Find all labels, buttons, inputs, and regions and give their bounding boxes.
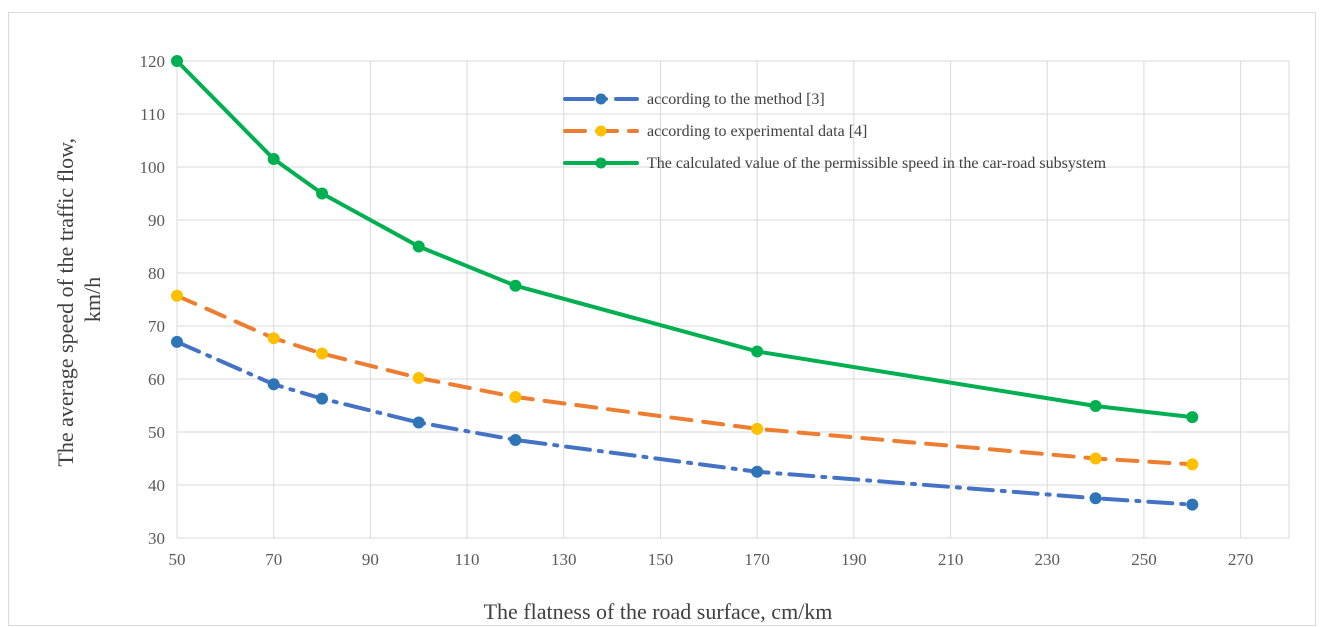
chart-frame: 30 40 50 60 70 80 90 100 110 120 50 70 90 110 130 150 1… bbox=[8, 12, 1316, 626]
x-tick-label: 90 bbox=[362, 550, 379, 569]
data-point bbox=[509, 433, 522, 446]
data-point bbox=[412, 371, 425, 384]
legend-label: according to experimental data [4] bbox=[647, 123, 867, 140]
x-tick-label: 190 bbox=[841, 550, 867, 569]
grid bbox=[176, 60, 1290, 539]
y-axis-title: The average speed of the traffic flow, k… bbox=[53, 132, 105, 466]
legend-item: The calculated value of the permissible … bbox=[563, 155, 1107, 172]
data-point bbox=[1089, 452, 1102, 465]
data-point bbox=[751, 465, 764, 478]
y-tick-label: 120 bbox=[140, 52, 166, 71]
data-point bbox=[751, 422, 764, 435]
x-tick-label: 230 bbox=[1035, 550, 1061, 569]
x-axis-title: The flatness of the road surface, cm/km bbox=[484, 599, 833, 624]
data-point bbox=[171, 289, 183, 302]
y-tick-label: 80 bbox=[148, 264, 165, 283]
legend: according to the method [3] according to … bbox=[563, 91, 1107, 172]
y-tick-label: 30 bbox=[148, 529, 165, 548]
x-tick-label: 130 bbox=[551, 550, 577, 569]
x-tick-label: 50 bbox=[169, 550, 186, 569]
series-line bbox=[175, 293, 1195, 467]
legend-marker bbox=[595, 125, 607, 137]
data-point bbox=[267, 332, 280, 345]
data-point bbox=[171, 335, 183, 348]
data-point bbox=[751, 345, 764, 358]
series-group bbox=[171, 55, 1199, 511]
y-tick-label: 90 bbox=[148, 211, 165, 230]
line-chart: 30 40 50 60 70 80 90 100 110 120 50 70 90 110 130 150 1… bbox=[53, 52, 1290, 624]
data-point bbox=[412, 240, 425, 253]
data-point bbox=[1186, 498, 1199, 511]
y-tick-label: 40 bbox=[148, 476, 165, 495]
y-tick-label: 60 bbox=[148, 370, 165, 389]
data-point bbox=[171, 55, 183, 67]
y-tick-label: 110 bbox=[140, 105, 165, 124]
legend-label: according to the method [3] bbox=[647, 91, 825, 108]
legend-marker bbox=[595, 93, 607, 105]
y-tick-labels: 30 40 50 60 70 80 90 100 110 120 bbox=[140, 52, 166, 548]
x-tick-label: 210 bbox=[938, 550, 964, 569]
data-point bbox=[316, 187, 329, 200]
series-3 bbox=[171, 55, 1199, 424]
data-point bbox=[1089, 492, 1102, 505]
data-point bbox=[412, 416, 425, 429]
x-tick-label: 250 bbox=[1131, 550, 1157, 569]
data-point bbox=[509, 279, 522, 292]
data-point bbox=[316, 347, 329, 360]
data-point bbox=[1186, 411, 1199, 424]
x-tick-label: 270 bbox=[1228, 550, 1254, 569]
legend-item: according to experimental data [4] bbox=[563, 123, 867, 140]
legend-label: The calculated value of the permissible … bbox=[647, 155, 1107, 172]
x-tick-label: 150 bbox=[648, 550, 674, 569]
data-point bbox=[1186, 458, 1199, 471]
series-line bbox=[175, 339, 1195, 507]
series-line bbox=[175, 59, 1195, 420]
series-1 bbox=[171, 335, 1199, 511]
y-tick-label: 100 bbox=[140, 158, 166, 177]
x-tick-label: 110 bbox=[455, 550, 480, 569]
x-tick-label: 170 bbox=[744, 550, 770, 569]
y-tick-label: 70 bbox=[148, 317, 165, 336]
x-tick-label: 70 bbox=[265, 550, 282, 569]
data-point bbox=[1089, 400, 1102, 413]
y-tick-label: 50 bbox=[148, 423, 165, 442]
data-point bbox=[267, 153, 280, 166]
data-point bbox=[267, 378, 280, 391]
y-axis-title-line-1: The average speed of the traffic flow, bbox=[53, 138, 78, 467]
y-axis-title-line-2: km/h bbox=[80, 277, 105, 322]
legend-marker bbox=[595, 157, 607, 169]
legend-item: according to the method [3] bbox=[563, 91, 825, 108]
x-tick-labels: 50 70 90 110 130 150 170 190 210 230 250 270 bbox=[169, 550, 1254, 569]
data-point bbox=[316, 392, 329, 405]
series-2 bbox=[171, 289, 1199, 471]
data-point bbox=[509, 391, 522, 404]
